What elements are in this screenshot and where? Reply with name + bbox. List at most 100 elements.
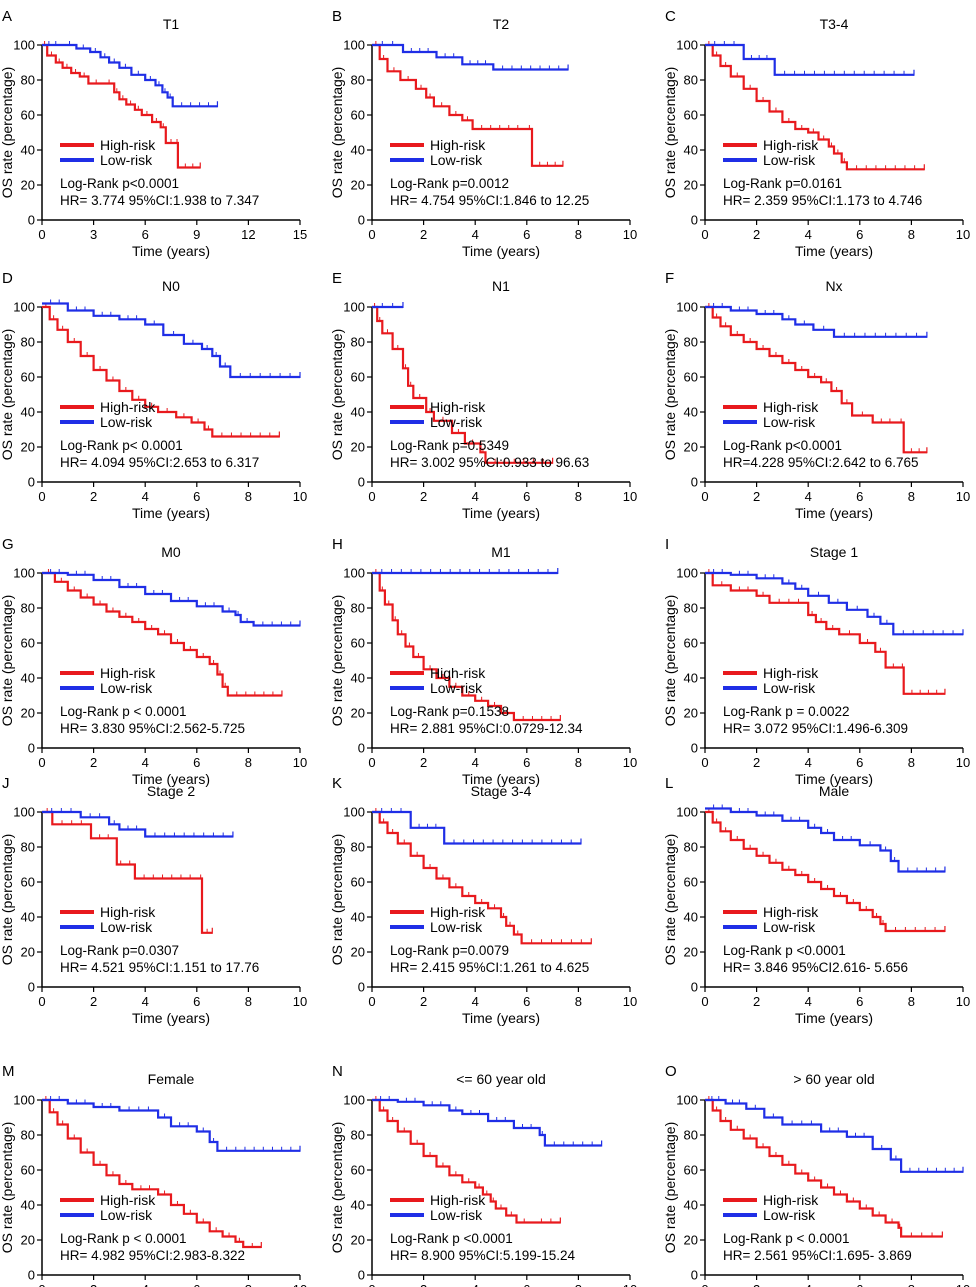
y-tick-label: 60 bbox=[684, 108, 698, 123]
x-tick-label: 10 bbox=[623, 489, 637, 504]
logrank-text: Log-Rank p < 0.0001 bbox=[60, 704, 186, 719]
x-axis-label: Time (years) bbox=[795, 243, 873, 259]
x-tick-label: 6 bbox=[193, 755, 200, 770]
panel-title: T2 bbox=[493, 16, 510, 32]
legend-low-risk: Low-risk bbox=[763, 152, 816, 168]
x-tick-label: 15 bbox=[293, 227, 307, 242]
x-axis-label: Time (years) bbox=[132, 243, 210, 259]
km-panel-o: O> 60 year old0204060801000246810Time (y… bbox=[662, 1063, 970, 1287]
y-tick-label: 20 bbox=[21, 1233, 35, 1248]
legend-low-risk: Low-risk bbox=[100, 680, 153, 696]
y-tick-label: 20 bbox=[351, 1233, 365, 1248]
x-tick-label: 9 bbox=[193, 227, 200, 242]
legend-high-risk: High-risk bbox=[100, 665, 156, 681]
y-tick-label: 80 bbox=[351, 601, 365, 616]
legend-low-risk: Low-risk bbox=[763, 919, 816, 935]
panel-label: J bbox=[2, 775, 10, 792]
x-tick-label: 10 bbox=[623, 994, 637, 1009]
x-tick-label: 0 bbox=[701, 994, 708, 1009]
y-tick-label: 20 bbox=[684, 706, 698, 721]
panel-label: F bbox=[665, 270, 674, 287]
x-tick-label: 4 bbox=[472, 755, 479, 770]
y-tick-label: 40 bbox=[351, 671, 365, 686]
logrank-text: Log-Rank p=0.0161 bbox=[723, 176, 842, 191]
y-tick-label: 20 bbox=[684, 945, 698, 960]
km-panel-n: N<= 60 year old0204060801000246810Time (… bbox=[329, 1063, 637, 1287]
x-tick-label: 0 bbox=[701, 489, 708, 504]
low-risk-curve bbox=[42, 302, 300, 379]
panel-label: L bbox=[665, 775, 673, 792]
x-tick-label: 2 bbox=[753, 994, 760, 1009]
y-tick-label: 60 bbox=[351, 636, 365, 651]
y-tick-label: 20 bbox=[21, 945, 35, 960]
x-tick-label: 6 bbox=[856, 755, 863, 770]
legend-high-risk: High-risk bbox=[763, 137, 819, 153]
x-tick-label: 6 bbox=[856, 489, 863, 504]
y-axis-label: OS rate (percentage) bbox=[662, 67, 678, 199]
x-tick-label: 0 bbox=[38, 994, 45, 1009]
hr-text: HR= 3.002 95%CI:0.933 to 96.63 bbox=[390, 455, 589, 470]
x-tick-label: 10 bbox=[623, 1282, 637, 1287]
km-panel-c: C T3-4 0 20 40 60 80 100 0 2 4 6 8 10 Time (years) OS r… bbox=[662, 8, 970, 259]
y-tick-label: 20 bbox=[684, 178, 698, 193]
y-tick-label: 80 bbox=[21, 1128, 35, 1143]
x-tick-label: 0 bbox=[368, 489, 375, 504]
legend-low-risk: Low-risk bbox=[100, 414, 153, 430]
y-tick-label: 40 bbox=[684, 910, 698, 925]
y-tick-label: 60 bbox=[684, 875, 698, 890]
low-risk-curve bbox=[372, 43, 569, 71]
legend-low-risk: Low-risk bbox=[430, 919, 483, 935]
y-axis-label: OS rate (percentage) bbox=[0, 67, 15, 199]
legend-high-risk: High-risk bbox=[100, 1192, 156, 1208]
y-tick-label: 80 bbox=[684, 840, 698, 855]
y-tick-label: 60 bbox=[684, 1163, 698, 1178]
hr-text: HR= 4.094 95%CI:2.653 to 6.317 bbox=[60, 455, 259, 470]
y-tick-label: 0 bbox=[691, 213, 698, 228]
x-tick-label: 0 bbox=[368, 227, 375, 242]
y-tick-label: 100 bbox=[343, 38, 365, 53]
high-risk-curve bbox=[42, 1098, 262, 1249]
y-tick-label: 40 bbox=[21, 910, 35, 925]
x-tick-label: 0 bbox=[701, 755, 708, 770]
legend-high-risk: High-risk bbox=[100, 137, 156, 153]
y-tick-label: 0 bbox=[691, 1268, 698, 1283]
km-panel-h: H M1 0 20 40 60 80 100 0 2 4 6 8 10 Time (years) OS rat… bbox=[329, 536, 637, 787]
y-tick-label: 0 bbox=[358, 475, 365, 490]
low-risk-curve bbox=[42, 43, 218, 108]
y-tick-label: 0 bbox=[358, 213, 365, 228]
x-tick-label: 10 bbox=[293, 755, 307, 770]
panel-label: C bbox=[665, 8, 676, 25]
panel-label: I bbox=[665, 536, 669, 553]
x-tick-label: 8 bbox=[575, 994, 582, 1009]
x-tick-label: 8 bbox=[908, 1282, 915, 1287]
x-axis-label: Time (years) bbox=[462, 505, 540, 521]
x-tick-label: 4 bbox=[805, 1282, 812, 1287]
y-tick-label: 0 bbox=[28, 741, 35, 756]
x-tick-label: 6 bbox=[193, 489, 200, 504]
panel-title: Nx bbox=[825, 278, 842, 294]
x-tick-label: 8 bbox=[245, 994, 252, 1009]
y-axis-label: OS rate (percentage) bbox=[0, 1122, 15, 1254]
x-tick-label: 6 bbox=[523, 1282, 530, 1287]
panel-label: B bbox=[332, 8, 342, 25]
y-tick-label: 40 bbox=[351, 910, 365, 925]
legend-high-risk: High-risk bbox=[763, 1192, 819, 1208]
y-tick-label: 0 bbox=[358, 1268, 365, 1283]
panel-title: <= 60 year old bbox=[456, 1071, 546, 1087]
y-axis-label: OS rate (percentage) bbox=[329, 67, 345, 199]
y-tick-label: 60 bbox=[21, 636, 35, 651]
y-tick-label: 100 bbox=[13, 300, 35, 315]
x-tick-label: 3 bbox=[90, 227, 97, 242]
km-panel-a: A T1 0 20 40 60 80 100 0 3 6 9 12 15 Time (years) OS ra… bbox=[0, 8, 307, 259]
y-tick-label: 20 bbox=[351, 440, 365, 455]
panel-title: > 60 year old bbox=[793, 1071, 874, 1087]
y-tick-label: 0 bbox=[28, 213, 35, 228]
x-tick-label: 8 bbox=[575, 489, 582, 504]
legend-high-risk: High-risk bbox=[430, 1192, 486, 1208]
logrank-text: Log-Rank p=0.1538 bbox=[390, 704, 509, 719]
y-tick-label: 100 bbox=[13, 38, 35, 53]
y-tick-label: 0 bbox=[358, 980, 365, 995]
hr-text: HR= 4.521 95%CI:1.151 to 17.76 bbox=[60, 960, 259, 975]
y-tick-label: 80 bbox=[684, 1128, 698, 1143]
